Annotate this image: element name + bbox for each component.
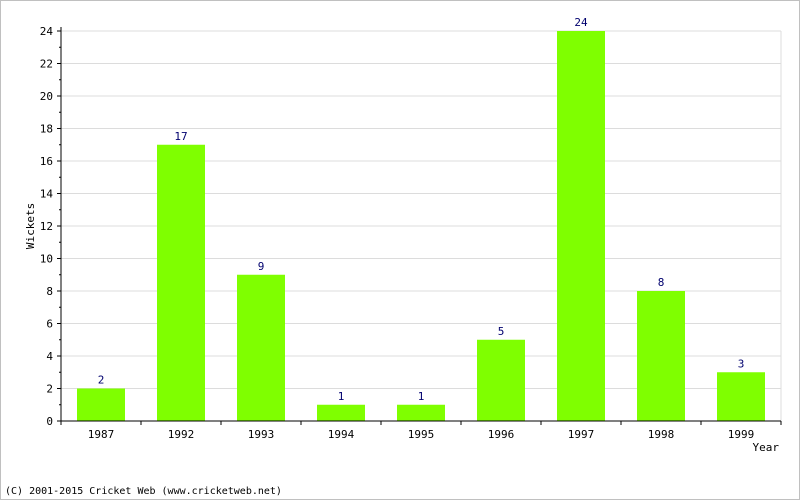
bar-1996 (477, 339, 525, 421)
bar-1993 (237, 274, 285, 421)
y-tick-label: 20 (40, 90, 53, 103)
y-tick-label: 14 (40, 188, 54, 201)
data-label: 3 (738, 357, 745, 370)
bar-1999 (717, 372, 765, 421)
data-label: 5 (498, 325, 505, 338)
bar-1987 (77, 388, 125, 421)
bar-1998 (637, 291, 685, 421)
y-tick-label: 0 (46, 415, 53, 428)
y-tick-label: 16 (40, 155, 53, 168)
y-tick-label: 22 (40, 58, 53, 71)
bar-1994 (317, 404, 365, 421)
x-tick-label: 1994 (328, 428, 355, 441)
x-tick-label: 1997 (568, 428, 595, 441)
data-label: 1 (418, 390, 425, 403)
y-tick-label: 24 (40, 25, 54, 38)
y-axis-title: Wickets (24, 203, 37, 249)
x-tick-label: 1987 (88, 428, 115, 441)
x-tick-label: 1999 (728, 428, 755, 441)
x-axis-title: Year (753, 441, 780, 454)
data-label: 1 (338, 390, 345, 403)
y-tick-label: 6 (46, 318, 53, 331)
y-tick-label: 2 (46, 383, 53, 396)
data-label: 17 (174, 130, 187, 143)
y-tick-label: 10 (40, 253, 53, 266)
x-tick-label: 1998 (648, 428, 675, 441)
y-tick-label: 4 (46, 350, 53, 363)
x-tick-label: 1993 (248, 428, 275, 441)
bar-1992 (157, 144, 205, 421)
y-tick-label: 12 (40, 220, 53, 233)
x-tick-label: 1996 (488, 428, 515, 441)
x-tick-label: 1992 (168, 428, 195, 441)
bar-1997 (557, 31, 605, 421)
copyright-footer: (C) 2001-2015 Cricket Web (www.cricketwe… (5, 486, 282, 497)
bar-1995 (397, 404, 445, 421)
x-tick-label: 1995 (408, 428, 435, 441)
data-label: 24 (574, 16, 588, 29)
y-tick-label: 8 (46, 285, 53, 298)
data-label: 2 (98, 374, 105, 387)
data-label: 9 (258, 260, 265, 273)
y-tick-label: 18 (40, 123, 53, 136)
data-label: 8 (658, 276, 665, 289)
